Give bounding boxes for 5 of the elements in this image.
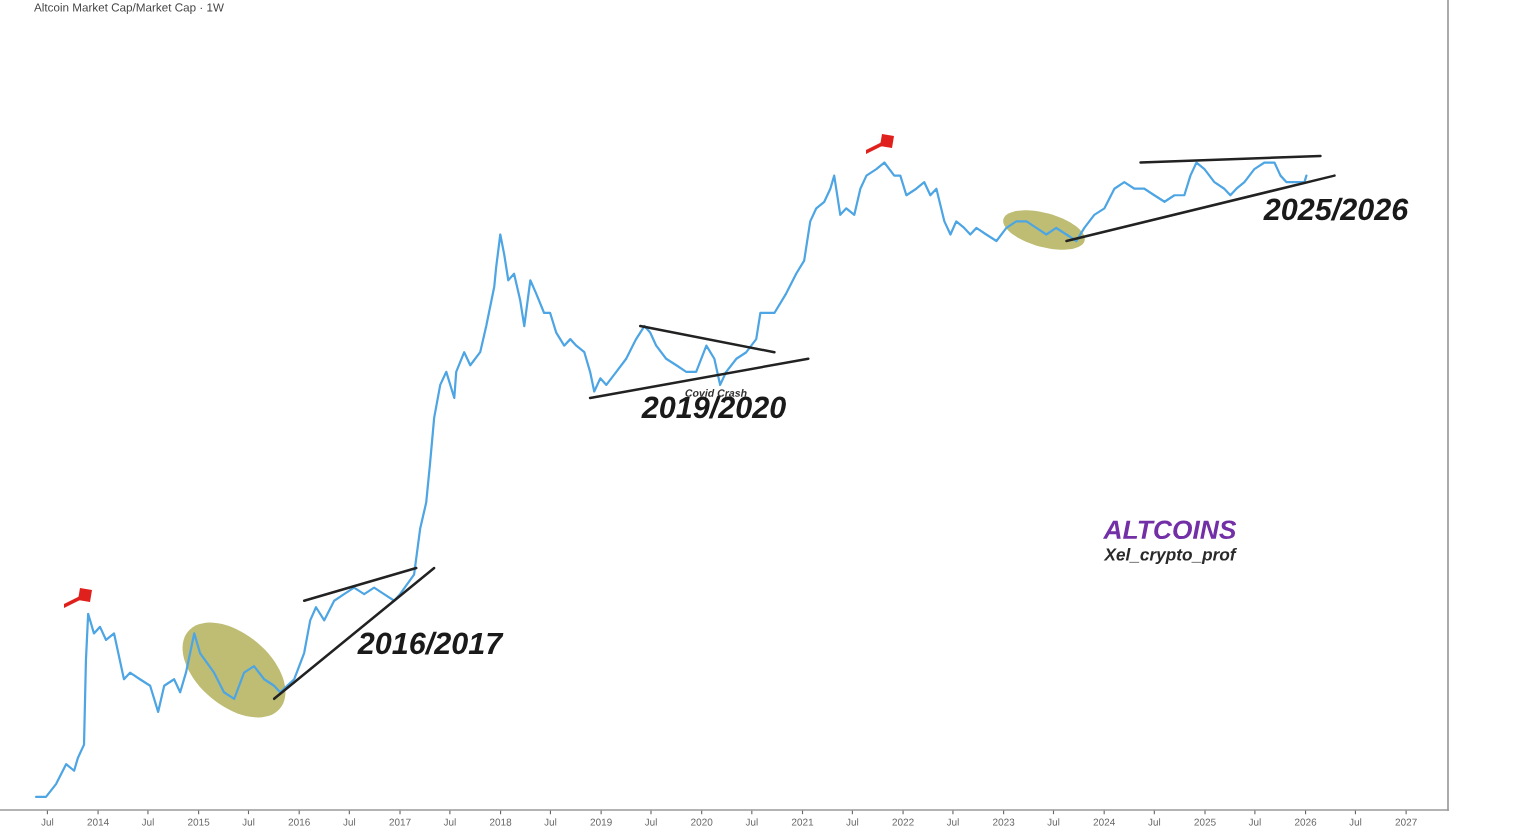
annotation: 2019/2020 [641, 395, 786, 419]
annotation: ALTCOINS [1103, 520, 1237, 540]
annotation: 2025/2026 [1263, 197, 1409, 221]
annotation: 2016/2017 [357, 631, 504, 655]
annotation: Xel_crypto_prof [1103, 547, 1237, 565]
